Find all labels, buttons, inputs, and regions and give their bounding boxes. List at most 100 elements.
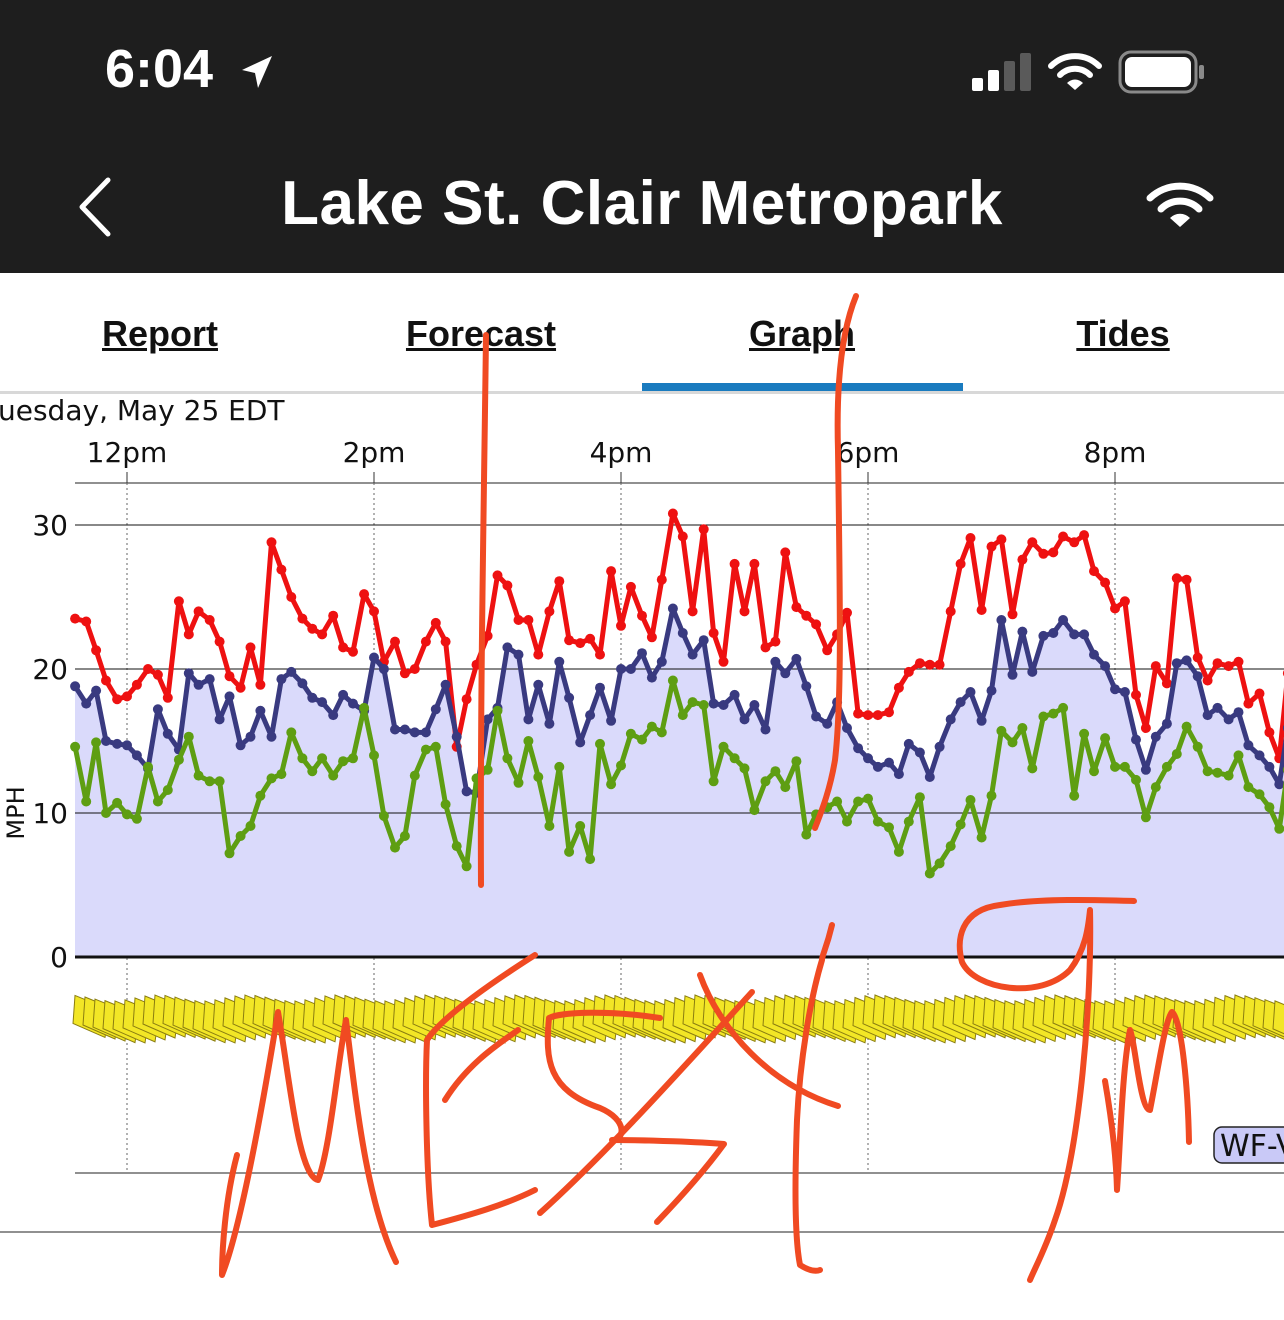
data-point-avg xyxy=(625,664,636,674)
data-point-gust xyxy=(1212,658,1223,669)
data-point-avg xyxy=(822,718,833,729)
data-point-gust xyxy=(1119,596,1130,607)
data-point-avg xyxy=(637,648,647,659)
data-point-gust xyxy=(173,596,184,607)
tab-graph[interactable]: Graph xyxy=(748,313,856,354)
station-tag[interactable] xyxy=(1213,1126,1284,1164)
data-point-gust xyxy=(112,694,123,705)
data-point-gust xyxy=(1171,573,1182,584)
data-point-gust xyxy=(1161,678,1172,689)
data-point-lull xyxy=(832,796,843,807)
tab-forecast[interactable]: Forecast xyxy=(405,313,557,354)
data-point-gust xyxy=(1058,531,1069,542)
data-point-gust xyxy=(328,610,339,621)
x-tick-label: 8pm xyxy=(1084,436,1147,469)
data-point-gust xyxy=(286,592,297,602)
data-point-gust xyxy=(1181,574,1192,585)
tab-tides[interactable]: Tides xyxy=(1076,313,1170,354)
data-point-lull xyxy=(328,770,339,781)
data-point-avg xyxy=(616,664,626,674)
data-point-avg xyxy=(1171,658,1182,669)
data-point-avg xyxy=(1069,629,1080,640)
data-point-lull xyxy=(708,776,719,787)
data-point-avg xyxy=(224,691,235,702)
data-point-lull xyxy=(893,846,904,857)
data-point-avg xyxy=(646,672,657,683)
wind-graph[interactable]: uesday, May 25 EDT 12pm 2pm 4pm 6pm 8pm 0 10 20 3… xyxy=(0,390,1284,1320)
data-point-avg xyxy=(502,642,513,653)
data-point-gust xyxy=(214,636,225,647)
data-point-lull xyxy=(1140,812,1151,823)
data-point-lull xyxy=(338,756,349,767)
data-point-avg xyxy=(152,704,163,715)
data-point-lull xyxy=(1161,761,1172,772)
data-point-gust xyxy=(224,671,235,682)
data-point-avg xyxy=(575,737,586,748)
x-tick-label: 6pm xyxy=(837,436,900,469)
data-point-lull xyxy=(687,697,698,708)
data-point-lull xyxy=(204,776,215,787)
data-point-lull xyxy=(513,777,524,788)
cellular-signal-icon xyxy=(972,53,1031,91)
data-point-avg xyxy=(91,685,102,696)
data-point-lull xyxy=(791,756,802,767)
data-point-avg xyxy=(523,714,534,725)
data-point-avg xyxy=(81,698,92,709)
data-point-lull xyxy=(112,797,123,808)
data-point-gust xyxy=(235,682,246,693)
data-point-lull xyxy=(276,769,287,780)
data-point-lull xyxy=(1089,766,1099,777)
data-point-lull xyxy=(1243,782,1254,793)
data-point-avg xyxy=(718,700,729,710)
data-point-lull xyxy=(729,753,740,764)
data-point-avg xyxy=(255,705,266,716)
data-point-gust xyxy=(1202,675,1213,686)
data-point-gust xyxy=(749,558,760,569)
data-point-avg xyxy=(451,731,462,742)
data-point-lull xyxy=(986,790,997,801)
data-point-avg xyxy=(461,786,472,797)
data-point-gust xyxy=(430,617,441,628)
data-point-gust xyxy=(1223,661,1234,672)
data-point-lull xyxy=(625,728,636,739)
data-point-avg xyxy=(595,682,605,693)
data-point-lull xyxy=(224,848,235,859)
data-point-lull xyxy=(1264,802,1275,813)
data-point-avg xyxy=(903,738,914,749)
data-point-avg xyxy=(832,697,843,708)
data-point-avg xyxy=(317,697,328,708)
data-point-lull xyxy=(1171,749,1182,759)
data-point-gust xyxy=(718,656,729,667)
x-tick-label: 2pm xyxy=(343,436,406,469)
data-point-avg xyxy=(791,653,802,664)
data-point-gust xyxy=(1264,727,1275,738)
data-point-gust xyxy=(266,537,277,548)
back-chevron-icon[interactable] xyxy=(72,174,122,240)
data-point-lull xyxy=(749,805,760,816)
data-point-avg xyxy=(513,649,524,660)
data-point-avg xyxy=(708,698,719,709)
data-point-lull xyxy=(606,779,617,790)
data-point-gust xyxy=(554,576,565,587)
data-point-avg xyxy=(893,769,904,780)
data-point-avg xyxy=(749,700,760,710)
wind-arrow xyxy=(1272,1000,1284,1035)
battery-icon xyxy=(1118,50,1204,94)
data-point-lull xyxy=(1181,721,1192,732)
data-point-gust xyxy=(770,636,781,647)
data-point-gust xyxy=(677,531,688,542)
data-point-gust xyxy=(204,615,215,625)
data-point-lull xyxy=(853,796,864,807)
data-point-gust xyxy=(338,642,349,653)
data-point-avg xyxy=(544,718,555,729)
tab-report[interactable]: Report xyxy=(102,313,218,354)
data-point-gust xyxy=(502,580,513,591)
data-point-avg xyxy=(70,681,81,692)
data-point-lull xyxy=(564,846,575,857)
data-point-gust xyxy=(1140,723,1151,733)
data-point-gust xyxy=(307,623,318,634)
wifi-icon[interactable] xyxy=(1146,180,1214,230)
data-point-gust xyxy=(471,659,482,670)
data-point-gust xyxy=(739,606,750,617)
data-point-gust xyxy=(91,645,102,656)
